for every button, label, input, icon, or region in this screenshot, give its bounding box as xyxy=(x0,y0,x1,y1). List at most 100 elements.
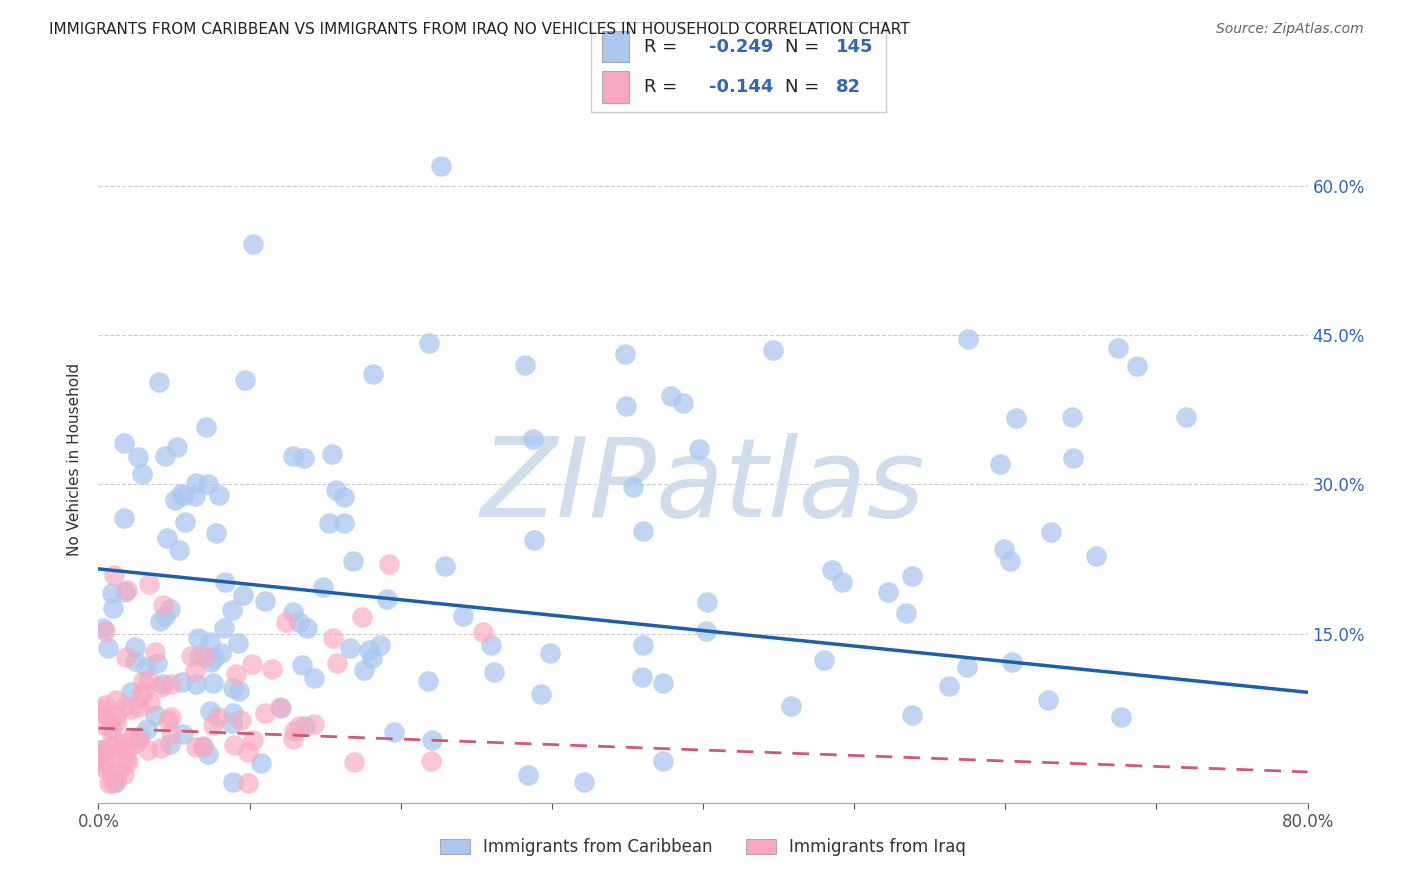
Point xyxy=(124,640,146,654)
Point xyxy=(198,634,221,648)
Point xyxy=(222,775,245,789)
Point xyxy=(104,715,127,730)
Point xyxy=(135,660,157,674)
Point xyxy=(262,662,284,676)
Point xyxy=(184,664,207,678)
Point xyxy=(163,492,186,507)
Point xyxy=(250,756,273,771)
Point xyxy=(115,649,138,664)
Point xyxy=(1005,410,1028,425)
Point xyxy=(901,708,924,723)
Point xyxy=(115,752,138,766)
Point xyxy=(631,639,654,653)
Point xyxy=(98,776,121,790)
Point xyxy=(291,657,314,672)
Point xyxy=(112,511,135,525)
Point xyxy=(97,640,120,655)
Point xyxy=(159,710,181,724)
Point xyxy=(172,674,194,689)
Point xyxy=(114,698,136,713)
Point xyxy=(197,477,219,491)
Point xyxy=(350,610,373,624)
Point xyxy=(659,389,682,403)
Point xyxy=(956,660,979,674)
Point xyxy=(112,436,135,450)
Point xyxy=(236,745,259,759)
Point xyxy=(136,722,159,736)
Point xyxy=(138,577,160,591)
Point xyxy=(132,674,155,689)
Point xyxy=(191,739,214,754)
Point xyxy=(901,569,924,583)
Point xyxy=(821,564,844,578)
Point xyxy=(187,631,209,645)
Point xyxy=(96,743,118,757)
Point xyxy=(201,676,224,690)
Point xyxy=(191,739,214,753)
Text: N =: N = xyxy=(786,78,820,95)
Point xyxy=(124,736,146,750)
Point xyxy=(91,621,114,635)
Point xyxy=(205,526,228,541)
Point xyxy=(270,701,292,715)
Point xyxy=(418,336,440,351)
Point xyxy=(813,652,835,666)
Point xyxy=(159,737,181,751)
Point xyxy=(696,595,718,609)
Point xyxy=(174,516,197,530)
Point xyxy=(93,698,115,712)
Point xyxy=(631,524,654,538)
Point xyxy=(343,755,366,769)
Point xyxy=(304,672,326,686)
Point xyxy=(429,159,451,173)
Point xyxy=(173,488,195,502)
Point xyxy=(101,738,124,752)
Point xyxy=(201,717,224,731)
Point xyxy=(288,615,311,630)
Point xyxy=(184,489,207,503)
Point xyxy=(124,654,146,668)
Point xyxy=(132,685,155,699)
Point xyxy=(621,480,644,494)
Point xyxy=(353,663,375,677)
Point xyxy=(225,666,247,681)
Point xyxy=(146,656,169,670)
Point xyxy=(128,732,150,747)
Point xyxy=(222,681,245,695)
Point xyxy=(148,376,170,390)
Point xyxy=(228,683,250,698)
Point xyxy=(232,588,254,602)
Point xyxy=(342,554,364,568)
FancyBboxPatch shape xyxy=(602,31,628,62)
Point xyxy=(115,583,138,598)
Point xyxy=(1040,525,1063,540)
Point xyxy=(877,585,900,599)
Point xyxy=(302,717,325,731)
Point xyxy=(1062,451,1084,466)
Point xyxy=(378,557,401,571)
Point xyxy=(184,476,207,491)
Point xyxy=(156,531,179,545)
Point xyxy=(368,638,391,652)
Point xyxy=(326,656,349,670)
Point xyxy=(160,727,183,741)
Point xyxy=(202,651,225,665)
Text: N =: N = xyxy=(786,38,820,56)
Point xyxy=(166,440,188,454)
Point xyxy=(184,677,207,691)
Point xyxy=(572,775,595,789)
Point xyxy=(208,488,231,502)
Point xyxy=(101,730,124,744)
Point xyxy=(325,483,347,497)
Point xyxy=(420,755,443,769)
Point xyxy=(253,594,276,608)
Point xyxy=(276,615,298,629)
Point xyxy=(672,396,695,410)
Point xyxy=(152,598,174,612)
Point xyxy=(451,609,474,624)
Point xyxy=(229,713,252,727)
Point xyxy=(209,646,232,660)
Point xyxy=(117,755,139,769)
Point xyxy=(152,677,174,691)
Point xyxy=(107,737,129,751)
